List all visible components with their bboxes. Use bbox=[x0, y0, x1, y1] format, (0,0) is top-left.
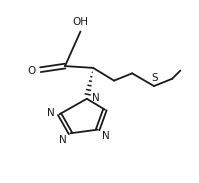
Text: N: N bbox=[92, 93, 100, 103]
Text: S: S bbox=[152, 73, 158, 83]
Text: N: N bbox=[102, 131, 109, 141]
Text: N: N bbox=[47, 108, 55, 118]
Text: O: O bbox=[28, 66, 36, 76]
Text: N: N bbox=[59, 135, 66, 145]
Text: OH: OH bbox=[72, 17, 88, 27]
